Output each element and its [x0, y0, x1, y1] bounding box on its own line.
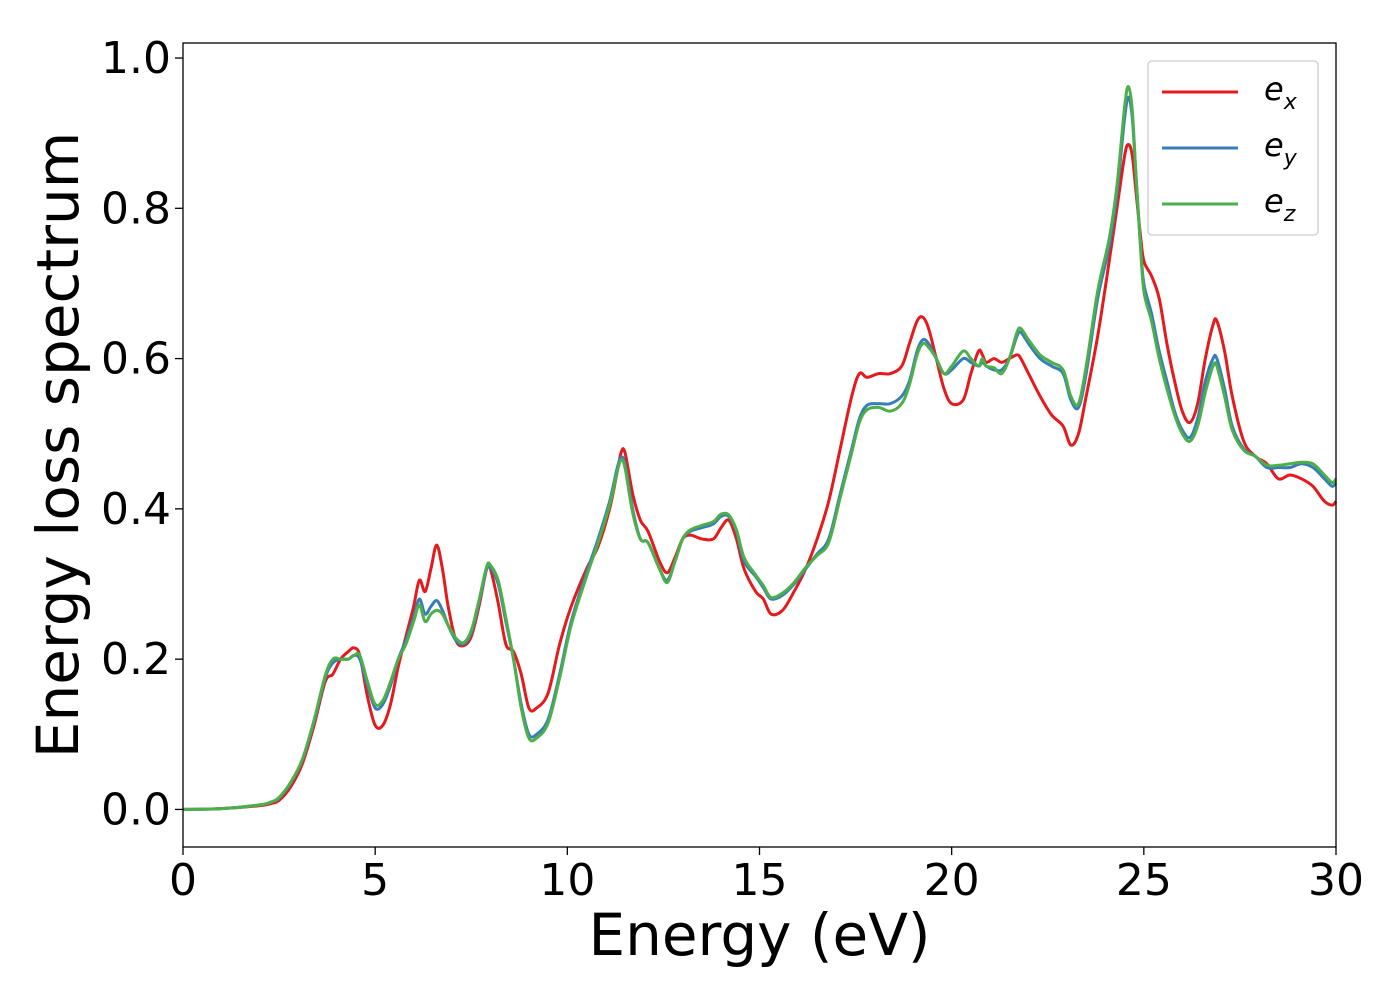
y-tick-label: 0.2 [101, 634, 171, 685]
y-axis-title: Energy loss spectrum [24, 132, 92, 758]
plot-area [183, 43, 1336, 847]
x-axis-ticks: 0 5 10 15 20 25 30 [169, 847, 1364, 906]
series-line-x [182, 142, 1338, 811]
x-tick-label: 20 [924, 855, 980, 906]
x-tick-label: 15 [732, 855, 788, 906]
y-axis-ticks: 0.0 0.2 0.4 0.6 0.8 1.0 [101, 33, 183, 835]
series-line-z [182, 85, 1338, 811]
legend-label-z: ez [1264, 182, 1296, 227]
y-tick-label: 0.4 [101, 484, 171, 535]
y-tick-label: 0.6 [101, 334, 171, 385]
legend: ex ey ez [1147, 60, 1319, 236]
x-tick-label: 10 [539, 855, 595, 906]
x-tick-label: 5 [361, 855, 389, 906]
x-axis-title: Energy (eV) [588, 901, 930, 969]
y-tick-label: 1.0 [101, 33, 171, 84]
x-tick-label: 25 [1116, 855, 1172, 906]
x-tick-label: 0 [169, 855, 197, 906]
legend-label-x: ex [1264, 70, 1298, 115]
plot-frame [182, 42, 1337, 848]
y-tick-label: 0.0 [101, 784, 171, 835]
y-tick-label: 0.8 [101, 183, 171, 234]
series-lines [182, 85, 1338, 811]
x-tick-label: 30 [1308, 855, 1364, 906]
legend-label-y: ey [1264, 126, 1298, 171]
